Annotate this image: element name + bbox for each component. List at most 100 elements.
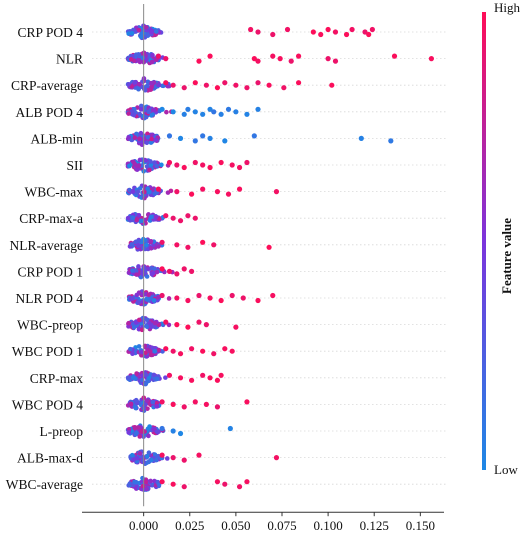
shap-point: [170, 428, 176, 434]
feature-label: WBC-average: [6, 477, 83, 492]
feature-label: WBC POD 4: [12, 397, 84, 412]
shap-point: [388, 138, 394, 144]
shap-point: [214, 85, 221, 91]
shap-point: [150, 270, 156, 276]
shap-point: [310, 29, 316, 35]
shap-point: [284, 26, 291, 33]
shap-point: [218, 159, 224, 166]
shap-point: [148, 29, 154, 35]
shap-point: [133, 345, 138, 350]
shap-point: [266, 244, 272, 250]
shap-point: [174, 162, 180, 168]
row-grid: [92, 31, 448, 485]
shap-point: [200, 348, 206, 354]
shap-point: [149, 136, 155, 142]
shap-point: [133, 397, 139, 403]
shap-point: [189, 268, 195, 274]
shap-point: [145, 79, 151, 85]
shap-point: [129, 452, 135, 458]
shap-point: [149, 84, 154, 90]
shap-point: [152, 320, 158, 326]
shap-point: [139, 218, 144, 224]
shap-point: [196, 319, 202, 325]
shap-point: [137, 186, 143, 191]
shap-point: [174, 295, 180, 301]
shap-point: [145, 131, 150, 137]
shap-point: [214, 377, 221, 383]
shap-point: [144, 486, 149, 492]
shap-point: [130, 268, 135, 273]
shap-point: [134, 272, 139, 277]
shap-point: [229, 162, 235, 168]
shap-point: [203, 82, 209, 88]
shap-point: [153, 29, 159, 34]
colorbar-gradient: [482, 12, 486, 470]
shap-point: [152, 324, 157, 329]
shap-point: [152, 349, 158, 354]
shap-point: [143, 402, 148, 407]
shap-point: [148, 238, 154, 244]
shap-point: [255, 29, 261, 35]
shap-point: [134, 167, 140, 172]
shap-point: [125, 215, 131, 221]
shap-point: [177, 351, 184, 357]
shap-point: [132, 80, 138, 85]
shap-point: [134, 217, 140, 223]
shap-point: [148, 478, 153, 484]
shap-point: [159, 162, 164, 168]
shap-point: [126, 111, 131, 116]
shap-point: [207, 295, 213, 301]
shap-point: [196, 58, 202, 64]
shap-point: [240, 295, 246, 301]
shap-point: [196, 292, 202, 299]
shap-point: [137, 451, 143, 456]
shap-point: [138, 103, 144, 109]
shap-point: [332, 58, 339, 64]
shap-point: [139, 349, 145, 355]
x-tick-label: 0.150: [406, 518, 435, 533]
shap-point: [200, 133, 206, 139]
shap-point: [132, 479, 137, 485]
shap-point: [125, 375, 131, 380]
shap-point: [150, 52, 155, 58]
shap-point: [391, 53, 398, 59]
x-tick-label: 0.050: [221, 518, 250, 533]
shap-point: [159, 479, 165, 485]
shap-point: [131, 325, 137, 330]
shap-point: [134, 131, 139, 137]
x-tick-label: 0.025: [175, 518, 204, 533]
shap-point: [137, 157, 143, 163]
shap-point: [145, 406, 150, 411]
shap-point: [137, 136, 142, 141]
feature-label: WBC-preop: [17, 318, 83, 333]
shap-point: [136, 82, 142, 87]
x-tick-label: 0.000: [129, 518, 158, 533]
shap-point: [251, 133, 257, 139]
shap-point: [207, 164, 213, 171]
shap-point: [152, 266, 157, 271]
shap-point: [200, 239, 206, 245]
shap-point: [126, 320, 132, 326]
shap-point: [236, 186, 243, 192]
shap-point: [129, 242, 134, 247]
feature-label: CRP-max-a: [19, 211, 83, 226]
shap-point: [138, 34, 144, 40]
shap-point: [170, 348, 176, 354]
shap-point: [159, 399, 165, 405]
shap-point: [218, 372, 224, 378]
shap-point: [244, 479, 250, 485]
shap-point: [159, 425, 165, 432]
shap-point: [135, 189, 141, 194]
shap-point: [166, 133, 173, 139]
shap-point: [160, 349, 165, 354]
shap-point: [233, 82, 239, 88]
shap-point: [281, 85, 287, 91]
shap-point: [144, 274, 150, 279]
shap-point: [170, 215, 176, 221]
shap-point: [181, 404, 187, 410]
shap-point: [147, 349, 153, 354]
shap-point: [181, 457, 187, 463]
shap-point: [134, 430, 139, 436]
shap-point: [207, 53, 213, 59]
shap-point: [163, 56, 169, 62]
